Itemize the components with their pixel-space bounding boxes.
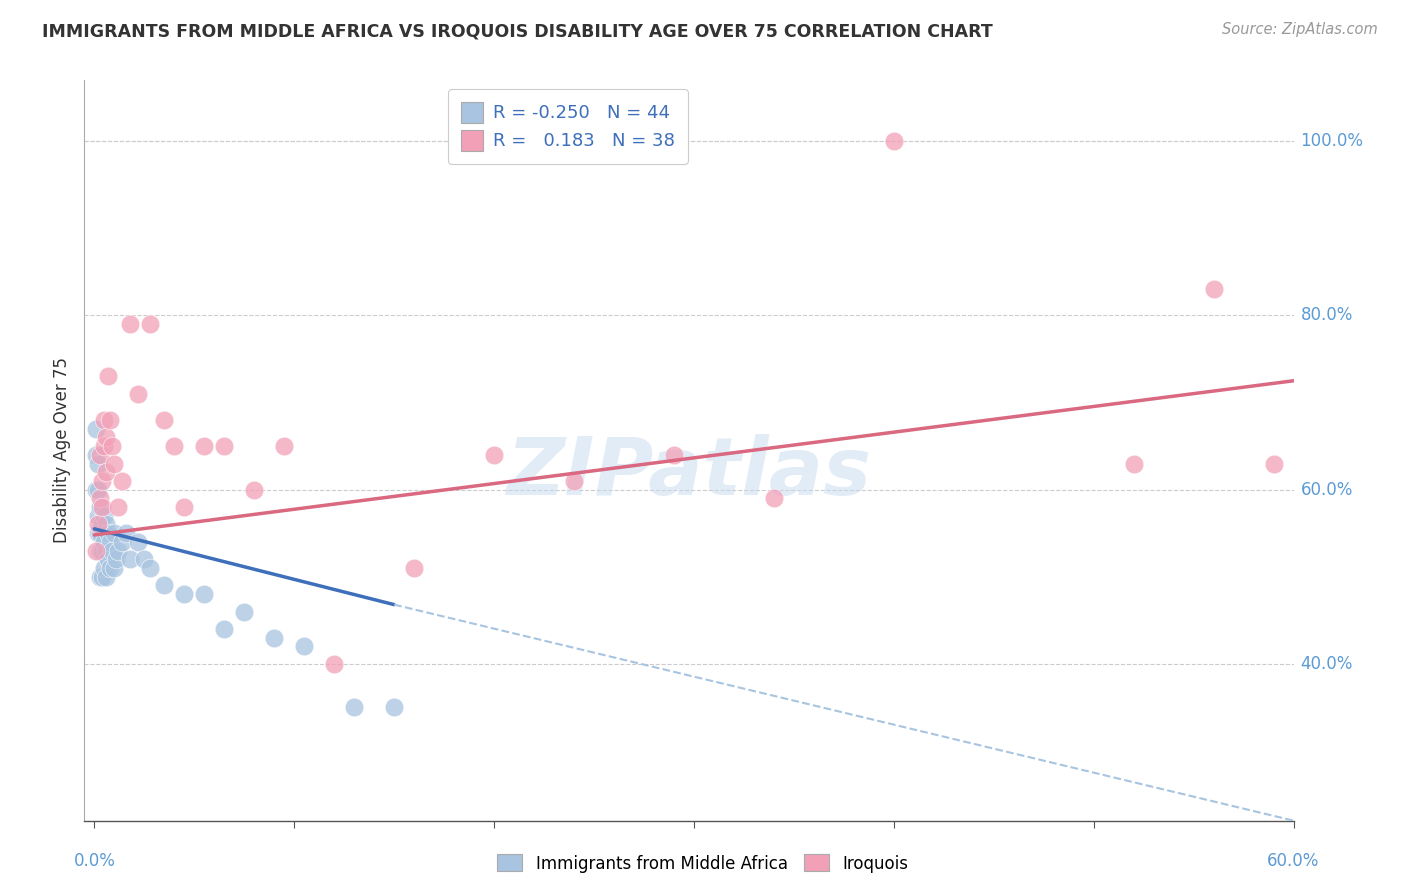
- Point: [762, 491, 785, 506]
- Point: [382, 700, 405, 714]
- Point: [87, 517, 110, 532]
- Point: [107, 543, 129, 558]
- Point: [193, 587, 215, 601]
- Point: [93, 535, 115, 549]
- Point: [97, 526, 120, 541]
- Point: [89, 543, 111, 558]
- Text: 60.0%: 60.0%: [1301, 481, 1353, 499]
- Point: [214, 622, 236, 636]
- Point: [273, 439, 295, 453]
- Text: 100.0%: 100.0%: [1301, 132, 1364, 150]
- Point: [96, 430, 118, 444]
- Text: 40.0%: 40.0%: [1301, 655, 1353, 673]
- Point: [214, 439, 236, 453]
- Point: [89, 570, 111, 584]
- Text: ZIPatlas: ZIPatlas: [506, 434, 872, 512]
- Point: [97, 552, 120, 566]
- Point: [173, 500, 195, 514]
- Point: [1202, 282, 1225, 296]
- Point: [127, 535, 149, 549]
- Point: [89, 491, 111, 506]
- Point: [89, 448, 111, 462]
- Text: IMMIGRANTS FROM MIDDLE AFRICA VS IROQUOIS DISABILITY AGE OVER 75 CORRELATION CHA: IMMIGRANTS FROM MIDDLE AFRICA VS IROQUOI…: [42, 22, 993, 40]
- Point: [93, 508, 115, 523]
- Point: [101, 439, 124, 453]
- Point: [139, 317, 162, 331]
- Point: [120, 317, 142, 331]
- Point: [91, 500, 114, 514]
- Point: [243, 483, 266, 497]
- Point: [163, 439, 186, 453]
- Point: [86, 422, 108, 436]
- Point: [91, 517, 114, 532]
- Point: [87, 483, 110, 497]
- Text: 80.0%: 80.0%: [1301, 307, 1353, 325]
- Point: [883, 134, 905, 148]
- Point: [93, 439, 115, 453]
- Point: [139, 561, 162, 575]
- Point: [127, 387, 149, 401]
- Point: [107, 500, 129, 514]
- Point: [153, 578, 176, 592]
- Point: [153, 413, 176, 427]
- Point: [103, 457, 125, 471]
- Point: [193, 439, 215, 453]
- Point: [96, 543, 118, 558]
- Point: [173, 587, 195, 601]
- Point: [98, 535, 121, 549]
- Point: [91, 474, 114, 488]
- Point: [1122, 457, 1144, 471]
- Point: [662, 448, 685, 462]
- Point: [98, 561, 121, 575]
- Point: [1263, 457, 1285, 471]
- Point: [404, 561, 426, 575]
- Legend: Immigrants from Middle Africa, Iroquois: Immigrants from Middle Africa, Iroquois: [491, 847, 915, 880]
- Point: [96, 570, 118, 584]
- Point: [91, 570, 114, 584]
- Point: [343, 700, 366, 714]
- Point: [93, 561, 115, 575]
- Point: [97, 369, 120, 384]
- Point: [323, 657, 346, 671]
- Point: [263, 631, 285, 645]
- Point: [111, 535, 134, 549]
- Point: [482, 448, 505, 462]
- Point: [134, 552, 156, 566]
- Point: [89, 500, 111, 514]
- Point: [111, 474, 134, 488]
- Point: [87, 457, 110, 471]
- Point: [562, 474, 585, 488]
- Point: [86, 483, 108, 497]
- Point: [91, 543, 114, 558]
- Point: [89, 526, 111, 541]
- Y-axis label: Disability Age Over 75: Disability Age Over 75: [53, 358, 72, 543]
- Point: [86, 543, 108, 558]
- Point: [101, 543, 124, 558]
- Point: [292, 640, 315, 654]
- Point: [115, 526, 138, 541]
- Point: [86, 448, 108, 462]
- Legend: R = -0.250   N = 44, R =   0.183   N = 38: R = -0.250 N = 44, R = 0.183 N = 38: [449, 89, 688, 163]
- Point: [98, 413, 121, 427]
- Point: [120, 552, 142, 566]
- Point: [103, 561, 125, 575]
- Point: [96, 517, 118, 532]
- Point: [233, 605, 256, 619]
- Point: [96, 465, 118, 479]
- Text: Source: ZipAtlas.com: Source: ZipAtlas.com: [1222, 22, 1378, 37]
- Text: 0.0%: 0.0%: [73, 852, 115, 870]
- Point: [93, 413, 115, 427]
- Point: [103, 526, 125, 541]
- Point: [105, 552, 128, 566]
- Point: [87, 526, 110, 541]
- Text: 60.0%: 60.0%: [1267, 852, 1320, 870]
- Point: [87, 508, 110, 523]
